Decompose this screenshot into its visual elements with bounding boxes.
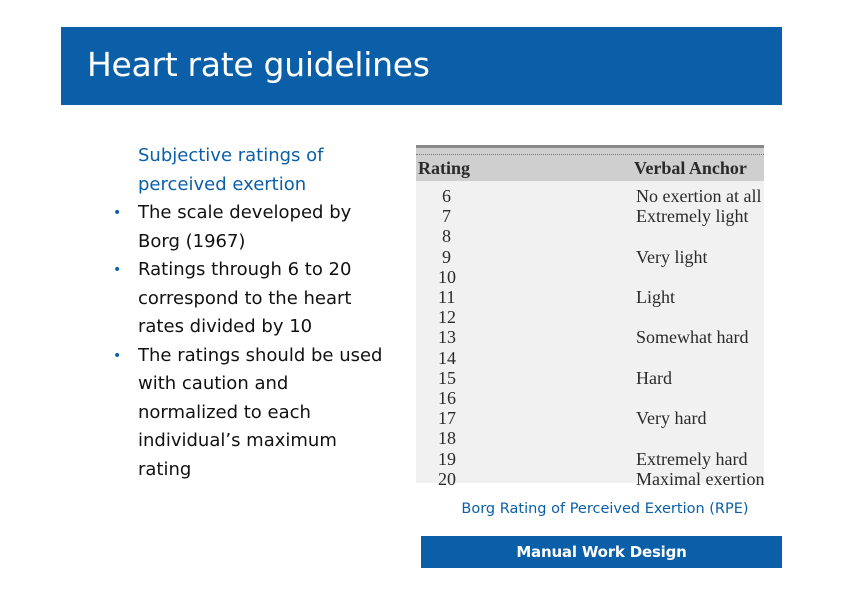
bullet-item: • The ratings should be used with cautio…	[110, 342, 390, 485]
rating-value: 6	[442, 186, 451, 206]
body-text: Subjective ratings of perceived exertion…	[110, 142, 390, 484]
rating-value: 17	[438, 408, 456, 429]
bullet-text: Ratings through 6 to 20 correspond to th…	[138, 259, 352, 337]
rating-value: 7	[442, 206, 451, 227]
bullet-text: The ratings should be used with caution …	[138, 344, 383, 480]
rating-value: 12	[438, 307, 456, 328]
rating-value: 15	[438, 367, 456, 388]
header-verbal-anchor: Verbal Anchor	[634, 158, 747, 178]
bullet-list: • The scale developed by Borg (1967) • R…	[110, 199, 390, 484]
rating-value: 13	[438, 327, 456, 348]
verbal-anchor: Light	[636, 287, 675, 307]
rating-value: 19	[438, 448, 456, 469]
rating-value: 18	[438, 428, 456, 449]
bullet-icon: •	[113, 262, 122, 278]
figure-caption: Borg Rating of Perceived Exertion (RPE)	[461, 501, 749, 517]
verbal-anchor: Hard	[636, 367, 672, 388]
verbal-anchor: Somewhat hard	[636, 327, 749, 348]
rating-value: 14	[438, 347, 456, 368]
rating-value: 16	[438, 388, 456, 408]
bullet-icon: •	[113, 347, 122, 364]
verbal-anchor: Extremely light	[636, 206, 749, 227]
header-rating: Rating	[418, 158, 471, 178]
verbal-anchor: Very hard	[636, 408, 707, 429]
rating-value: 9	[442, 246, 451, 267]
header-rule	[416, 154, 764, 155]
table-header: Rating Verbal Anchor	[416, 145, 764, 181]
footer-bar: Manual Work Design	[421, 536, 782, 568]
title-bar: Heart rate guidelines	[61, 27, 782, 105]
verbal-anchor: Maximal exertion	[636, 468, 765, 489]
rating-value: 11	[438, 287, 456, 307]
footer-text: Manual Work Design	[516, 543, 687, 561]
bullet-item: • Ratings through 6 to 20 correspond to …	[110, 256, 390, 342]
bullet-item: • The scale developed by Borg (1967)	[110, 199, 390, 256]
lead-text: Subjective ratings of perceived exertion	[138, 145, 324, 195]
slide-title: Heart rate guidelines	[87, 45, 430, 84]
rating-value: 10	[438, 266, 456, 287]
rating-value: 8	[442, 226, 451, 247]
verbal-anchor: Extremely hard	[636, 448, 748, 469]
verbal-anchor: Very light	[636, 246, 708, 267]
verbal-anchor: No exertion at all	[636, 186, 762, 206]
borg-scale-table: Rating Verbal Anchor 6 7 8 9 10 11 12 13 14 15 16 1…	[416, 145, 764, 489]
bullet-icon: •	[113, 205, 122, 221]
bullet-text: The scale developed by Borg (1967)	[138, 202, 352, 252]
rating-value: 20	[438, 468, 456, 489]
